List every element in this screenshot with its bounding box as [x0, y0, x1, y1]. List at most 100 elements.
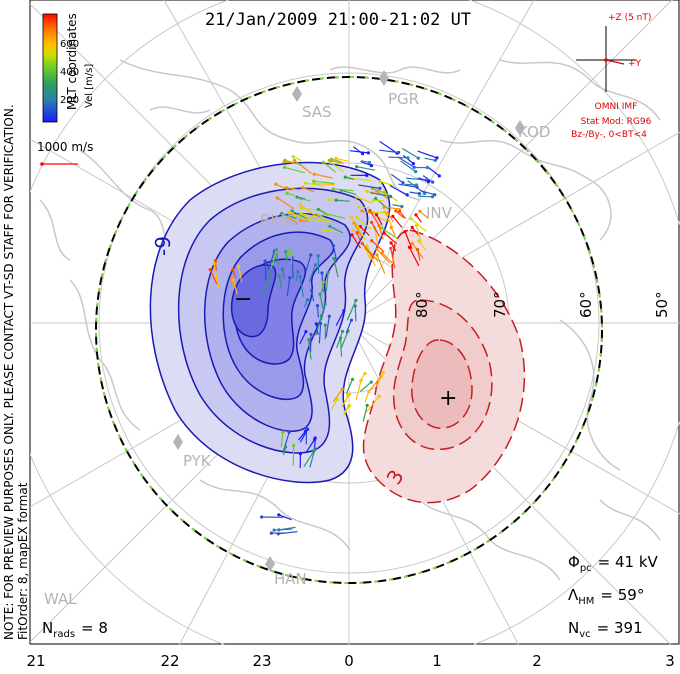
- mlt-tick-22: 22: [160, 652, 179, 670]
- velocity-vector-origin: [277, 528, 281, 532]
- velocity-vector: [369, 210, 381, 227]
- velocity-vector: [351, 234, 361, 249]
- station-label-kod: KOD: [518, 123, 550, 141]
- velocity-vector: [358, 373, 366, 383]
- velocity-vector-origin: [365, 244, 369, 248]
- plot-frame: [29, 0, 680, 645]
- velocity-vector-origin: [328, 224, 332, 228]
- velocity-vector-origin: [367, 389, 371, 394]
- velocity-vector-origin: [334, 198, 338, 202]
- velocity-vector-origin: [382, 205, 386, 209]
- velocity-vector: [355, 380, 362, 401]
- velocity-vector-origin: [409, 217, 413, 221]
- velocity-vector-origin: [318, 292, 322, 296]
- velocity-vector: [278, 275, 282, 289]
- velocity-vector: [422, 175, 434, 183]
- velocity-vector-origin: [379, 226, 384, 230]
- velocity-vector: [360, 160, 372, 167]
- velocity-vector: [278, 526, 296, 531]
- coastlines: [39, 59, 661, 581]
- velocity-vector: [417, 249, 421, 261]
- velocity-vector-origin: [313, 437, 317, 441]
- velocity-vector-origin: [383, 210, 387, 214]
- velocity-vector: [383, 206, 402, 210]
- velocity-vector: [329, 159, 345, 164]
- velocity-vector-origin: [260, 515, 264, 519]
- velocity-vector-origin: [236, 264, 241, 268]
- velocity-vector-origin: [212, 261, 216, 265]
- hm-latitude: ΛHM = 59°: [568, 586, 644, 607]
- velocity-vector: [374, 227, 379, 247]
- imf-condition-label: Bz-/By-, 0<BT<4: [571, 130, 647, 140]
- velocity-vector-origin: [435, 156, 439, 160]
- velocity-vector-origin: [350, 377, 355, 381]
- velocity-vector-origin: [284, 186, 289, 190]
- station-label-pgr: PGR: [388, 90, 419, 108]
- velocity-vector-origin: [411, 162, 415, 166]
- velocity-vector-origin: [355, 231, 359, 235]
- velocity-vector: [310, 290, 315, 302]
- velocity-vector-origin: [283, 165, 287, 169]
- velocity-vector-origin: [389, 241, 393, 245]
- velocity-vector: [375, 372, 384, 387]
- velocity-vector-origin: [313, 263, 318, 267]
- velocity-vector-origin: [323, 211, 327, 215]
- velocity-vector-origin: [326, 271, 330, 275]
- velocity-vector: [390, 173, 404, 184]
- velocity-vector: [384, 211, 394, 229]
- velocity-vector-origin: [296, 270, 300, 274]
- velocity-vector-origin: [410, 241, 414, 245]
- velocity-vector: [286, 277, 291, 297]
- negative-cell-core: [230, 264, 277, 338]
- velocity-vector: [371, 222, 380, 237]
- velocity-vector-origin: [391, 214, 395, 218]
- velocity-vector: [356, 166, 376, 171]
- velocity-vector: [281, 213, 297, 220]
- velocity-vector-origin: [437, 174, 441, 178]
- velocity-vector: [364, 391, 370, 403]
- velocity-vector-origin: [304, 330, 308, 334]
- imf-vector-origin: [604, 58, 608, 62]
- station-markers: [173, 70, 525, 572]
- velocity-vector: [237, 266, 243, 283]
- velocity-vector-origin: [322, 228, 326, 232]
- station-label-wal: WAL: [44, 590, 77, 608]
- velocity-vector-origin: [312, 172, 316, 176]
- velocity-vector: [417, 195, 433, 198]
- velocity-vector: [376, 248, 391, 264]
- velocity-vector-origin: [288, 276, 292, 280]
- velocity-vector-origin: [375, 189, 379, 193]
- velocity-vectors: [208, 141, 441, 536]
- velocity-vector: [333, 258, 339, 278]
- velocity-vector: [303, 450, 315, 468]
- velocity-vector: [415, 225, 422, 243]
- preview-note: NOTE: FOR PREVIEW PURPOSES ONLY. PLEASE …: [2, 104, 16, 640]
- velocity-vector: [350, 216, 361, 230]
- velocity-vector: [418, 240, 427, 251]
- velocity-vector: [419, 210, 429, 219]
- velocity-vector: [362, 405, 368, 422]
- velocity-vector-origin: [323, 323, 327, 327]
- velocity-vector: [358, 206, 370, 209]
- velocity-vector-origin: [299, 211, 303, 216]
- velocity-vector-origin: [433, 193, 437, 197]
- velocity-vector-origin: [289, 251, 294, 255]
- velocity-vector: [282, 432, 290, 452]
- velocity-vector: [379, 149, 399, 154]
- velocity-vector: [389, 185, 408, 196]
- velocity-vector-origin: [410, 225, 414, 229]
- velocity-vector: [291, 210, 308, 220]
- velocity-vector-origin: [363, 371, 367, 376]
- velocity-vector: [392, 215, 403, 228]
- velocity-vector-origin: [416, 239, 421, 243]
- velocity-vector: [319, 293, 324, 309]
- velocity-vector-origin: [303, 429, 307, 433]
- station-marker-han: [265, 556, 275, 572]
- velocity-vector-origin: [298, 218, 302, 223]
- velocity-vector: [276, 252, 279, 265]
- velocity-vector-origin: [405, 193, 409, 197]
- velocity-vector-origin: [280, 267, 284, 271]
- velocity-vector: [381, 252, 394, 264]
- velocity-vector: [284, 166, 305, 174]
